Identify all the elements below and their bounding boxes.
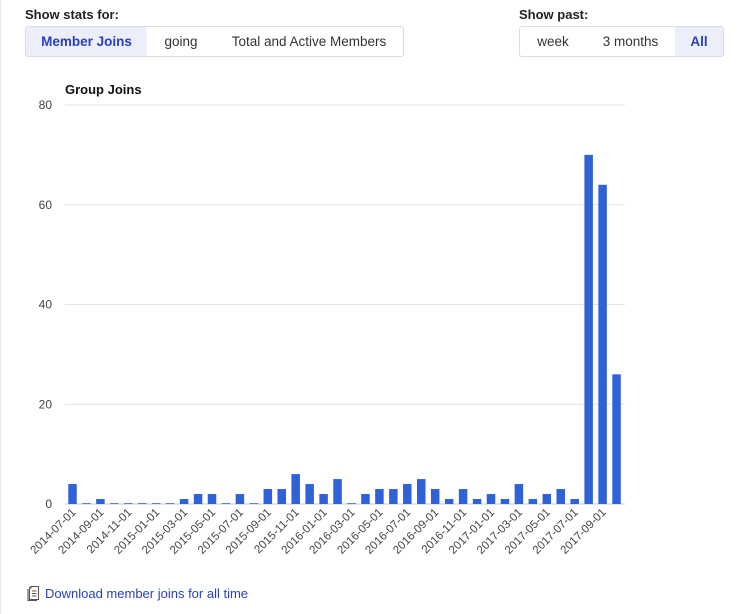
bar[interactable] xyxy=(542,494,552,504)
show-stats-label: Show stats for: xyxy=(25,7,119,22)
bar[interactable] xyxy=(291,474,300,504)
y-tick-label: 80 xyxy=(39,98,53,112)
bar[interactable] xyxy=(221,503,231,504)
stats-segmented-control: Member Joins going Total and Active Memb… xyxy=(25,26,404,57)
bar[interactable] xyxy=(514,484,524,504)
bar[interactable] xyxy=(138,503,147,504)
bar[interactable] xyxy=(528,499,538,504)
download-link-label: Download member joins for all time xyxy=(45,585,249,601)
page-left-border xyxy=(0,0,1,614)
stats-option-going[interactable]: going xyxy=(164,34,198,49)
y-tick-label: 20 xyxy=(39,397,53,411)
bar[interactable] xyxy=(110,503,119,504)
show-past-label: Show past: xyxy=(519,7,589,22)
bar[interactable] xyxy=(375,489,384,504)
bar[interactable] xyxy=(430,489,440,504)
bar[interactable] xyxy=(417,479,426,504)
stats-option-total-active-members[interactable]: Total and Active Members xyxy=(231,34,387,49)
bar[interactable] xyxy=(458,489,468,504)
bar[interactable] xyxy=(305,484,314,504)
bar[interactable] xyxy=(207,494,217,504)
bar[interactable] xyxy=(584,154,593,504)
bar[interactable] xyxy=(570,499,579,504)
y-tick-label: 40 xyxy=(39,298,53,312)
bar[interactable] xyxy=(82,503,91,504)
bar[interactable] xyxy=(403,484,412,504)
chart-title: Group Joins xyxy=(65,82,142,97)
past-option-week[interactable]: week xyxy=(537,34,569,49)
bar[interactable] xyxy=(193,494,203,504)
bar[interactable] xyxy=(179,499,189,504)
bar[interactable] xyxy=(333,479,342,504)
y-tick-label: 60 xyxy=(39,198,53,212)
download-link[interactable]: Download member joins for all time xyxy=(27,585,248,601)
stats-option-member-joins[interactable]: Member Joins xyxy=(26,27,147,56)
bar[interactable] xyxy=(612,374,621,504)
bar[interactable] xyxy=(486,494,496,504)
bar[interactable] xyxy=(124,503,133,504)
bar[interactable] xyxy=(151,503,161,504)
bar[interactable] xyxy=(361,494,370,504)
bar[interactable] xyxy=(277,489,287,504)
bar[interactable] xyxy=(96,499,105,504)
bar[interactable] xyxy=(165,503,175,504)
bar[interactable] xyxy=(68,484,77,504)
bar[interactable] xyxy=(500,499,510,504)
bar[interactable] xyxy=(598,184,607,505)
past-option-3-months[interactable]: 3 months xyxy=(602,34,659,49)
bar[interactable] xyxy=(444,499,454,504)
bar[interactable] xyxy=(235,494,245,504)
bar[interactable] xyxy=(249,503,259,504)
bar[interactable] xyxy=(556,489,566,504)
past-option-all[interactable]: All xyxy=(675,27,723,56)
bar[interactable] xyxy=(263,489,273,504)
bar[interactable] xyxy=(319,494,328,504)
bar[interactable] xyxy=(472,499,482,504)
bar[interactable] xyxy=(389,489,398,504)
document-icon xyxy=(27,585,40,601)
y-tick-label: 0 xyxy=(45,497,52,511)
bar[interactable] xyxy=(347,503,356,504)
past-segmented-control: week 3 months All xyxy=(519,26,724,57)
